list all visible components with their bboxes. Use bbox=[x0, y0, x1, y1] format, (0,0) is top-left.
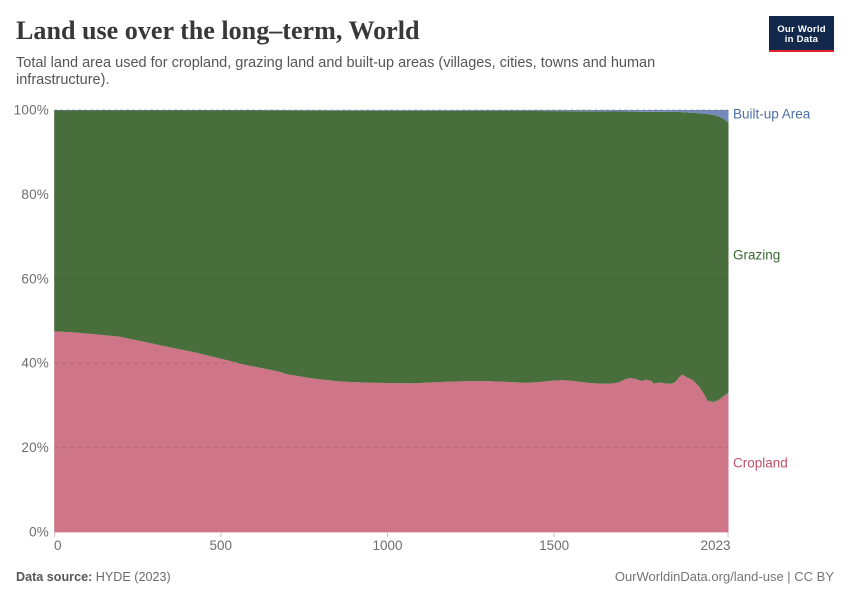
svg-text:20%: 20% bbox=[21, 440, 49, 455]
svg-text:100%: 100% bbox=[14, 102, 49, 117]
svg-text:0: 0 bbox=[54, 538, 62, 553]
svg-text:40%: 40% bbox=[21, 356, 49, 371]
svg-text:0%: 0% bbox=[29, 525, 49, 540]
svg-text:2023: 2023 bbox=[700, 538, 730, 553]
svg-text:80%: 80% bbox=[21, 187, 49, 202]
svg-text:Grazing: Grazing bbox=[733, 248, 780, 263]
svg-text:60%: 60% bbox=[21, 271, 49, 286]
svg-text:1000: 1000 bbox=[372, 538, 402, 553]
svg-text:Cropland: Cropland bbox=[733, 456, 788, 471]
svg-text:Built-up Area: Built-up Area bbox=[733, 107, 811, 122]
svg-text:1500: 1500 bbox=[539, 538, 569, 553]
svg-text:500: 500 bbox=[210, 538, 233, 553]
